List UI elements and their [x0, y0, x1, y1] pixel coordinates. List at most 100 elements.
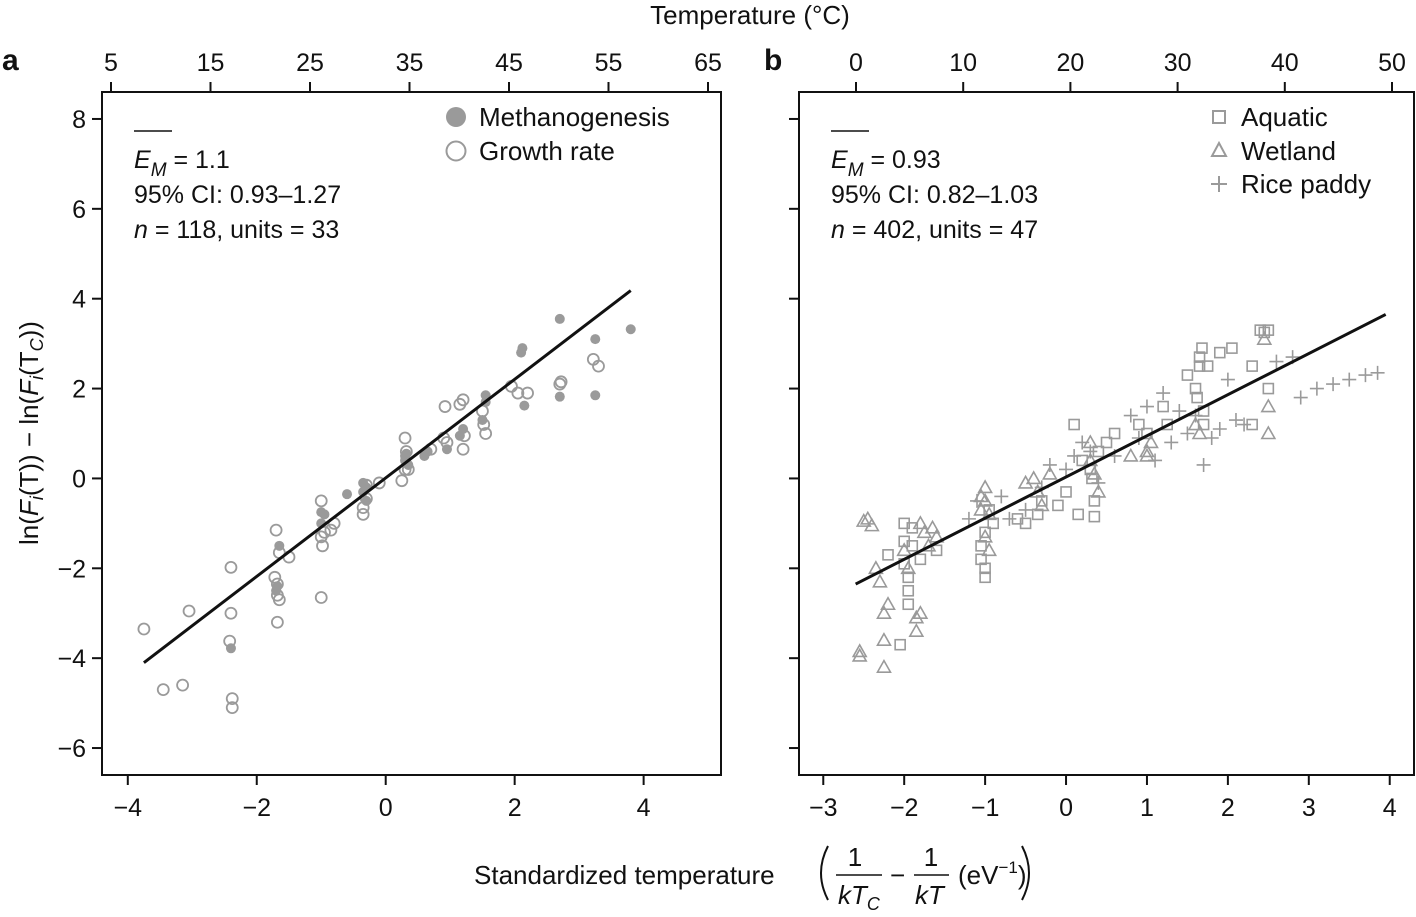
data-point-rice-paddy	[1083, 444, 1098, 459]
data-point-growth-rate	[176, 678, 189, 692]
data-point-growth-rate	[440, 436, 454, 449]
data-point-wetland	[1017, 474, 1034, 489]
data-point-growth-rate	[554, 375, 568, 389]
data-point-rice-paddy	[1164, 435, 1179, 450]
data-point-aquatic	[1258, 326, 1271, 339]
top-tick-label: 50	[1378, 49, 1406, 77]
top-tick-label: 5	[104, 49, 118, 77]
data-point-growth-rate	[224, 561, 238, 574]
data-point-rice-paddy	[1228, 413, 1243, 428]
data-point-aquatic	[1189, 382, 1202, 395]
data-point-methanogenesis	[319, 509, 330, 520]
data-point-aquatic	[1052, 499, 1064, 512]
panel-a-ci: 95% CI: 0.93–1.27	[134, 181, 341, 209]
data-point-methanogenesis	[554, 313, 565, 324]
panel-a-x-ticks: −4 −2 0 2 4	[114, 775, 651, 822]
data-point-growth-rate	[479, 427, 493, 440]
x-tick-label: −4	[114, 794, 143, 822]
data-point-growth-rate	[316, 539, 329, 553]
x-tick-label: −1	[971, 794, 1000, 822]
data-point-wetland	[896, 542, 913, 557]
data-point-growth-rate	[225, 692, 239, 706]
data-point-growth-rate	[314, 591, 328, 604]
x-tick-label: 4	[1383, 794, 1397, 822]
data-point-growth-rate	[223, 634, 237, 648]
x-tick-label: 0	[379, 794, 393, 822]
data-point-wetland	[1187, 416, 1204, 431]
data-point-aquatic	[1088, 495, 1101, 507]
data-point-growth-rate	[395, 474, 409, 488]
data-point-aquatic	[979, 571, 991, 584]
data-point-rice-paddy	[1139, 399, 1154, 414]
data-point-wetland	[977, 528, 993, 543]
data-point-rice-paddy	[1018, 502, 1033, 517]
data-point-growth-rate	[225, 701, 239, 714]
data-point-aquatic	[906, 540, 919, 552]
data-point-rice-paddy	[1091, 475, 1106, 490]
data-point-methanogenesis	[554, 391, 565, 402]
data-point-wetland	[1260, 398, 1277, 413]
data-point-growth-rate	[521, 386, 534, 400]
top-tick-label: 55	[595, 49, 623, 77]
x-axis-unit: (eV−1)	[958, 858, 1027, 890]
data-point-rice-paddy	[1075, 435, 1090, 450]
data-point-growth-rate	[272, 593, 286, 607]
data-point-aquatic	[914, 553, 927, 566]
top-tick-label: 40	[1271, 49, 1299, 77]
panel-b-y-ticks	[789, 117, 799, 750]
data-point-growth-rate	[314, 494, 328, 508]
legend-aquatic-label: Aquatic	[1241, 102, 1328, 132]
y-tick-label: 4	[72, 286, 86, 314]
data-point-wetland	[851, 647, 868, 662]
data-point-wetland	[916, 524, 933, 539]
data-point-wetland	[973, 501, 989, 516]
legend-growth-rate-label: Growth rate	[479, 136, 615, 166]
data-point-growth-rate	[356, 507, 370, 521]
data-point-wetland	[981, 542, 998, 557]
data-point-growth-rate	[268, 570, 282, 584]
data-point-rice-paddy	[1156, 386, 1171, 401]
data-point-wetland	[900, 560, 917, 575]
data-point-wetland	[1260, 425, 1277, 440]
data-point-rice-paddy	[1212, 422, 1227, 437]
x-tick-label: 4	[637, 794, 651, 822]
data-point-rice-paddy	[1370, 365, 1385, 380]
data-point-aquatic	[1181, 369, 1194, 381]
data-point-wetland	[1086, 465, 1103, 480]
panel-b: b −3 −2 −1 0 1 2 3 4 0 10 20 30 40 50 EM = 0.93 95% …	[764, 44, 1415, 822]
data-point-growth-rate	[401, 463, 415, 476]
y-tick-label: 6	[72, 196, 86, 224]
data-point-rice-paddy	[1180, 426, 1195, 441]
data-point-growth-rate	[511, 386, 525, 400]
data-point-aquatic	[1035, 495, 1048, 507]
data-point-rice-paddy	[994, 489, 1009, 504]
y-tick-label: 8	[72, 106, 86, 134]
data-point-aquatic	[1108, 427, 1121, 440]
top-tick-label: 25	[296, 49, 324, 77]
data-point-aquatic	[1201, 360, 1214, 372]
data-point-rice-paddy	[970, 493, 985, 508]
legend-wetland-marker	[1210, 140, 1228, 157]
data-point-wetland	[851, 643, 868, 658]
data-point-growth-rate	[224, 606, 238, 620]
data-point-growth-rate	[318, 525, 331, 539]
panel-b-stats: EM = 0.93 95% CI: 0.82–1.03 n = 402, uni…	[831, 130, 1038, 244]
data-point-wetland	[876, 605, 892, 620]
data-point-rice-paddy	[1002, 511, 1017, 526]
data-point-growth-rate	[456, 393, 470, 407]
data-point-wetland	[1139, 447, 1155, 462]
panel-a-label: a	[2, 44, 19, 77]
data-point-aquatic	[1157, 400, 1169, 413]
y-tick-label: 0	[72, 465, 86, 493]
legend-methanogenesis-marker	[446, 107, 466, 127]
top-tick-label: 35	[396, 49, 424, 77]
x-tick-label: 3	[1302, 794, 1316, 822]
data-point-growth-rate	[456, 442, 470, 456]
panel-b-points	[851, 324, 1385, 673]
data-point-aquatic	[1088, 510, 1101, 523]
data-point-wetland	[1041, 465, 1058, 480]
legend-aquatic-marker	[1212, 110, 1226, 124]
data-point-aquatic	[1019, 517, 1032, 530]
data-point-growth-rate	[269, 523, 283, 537]
